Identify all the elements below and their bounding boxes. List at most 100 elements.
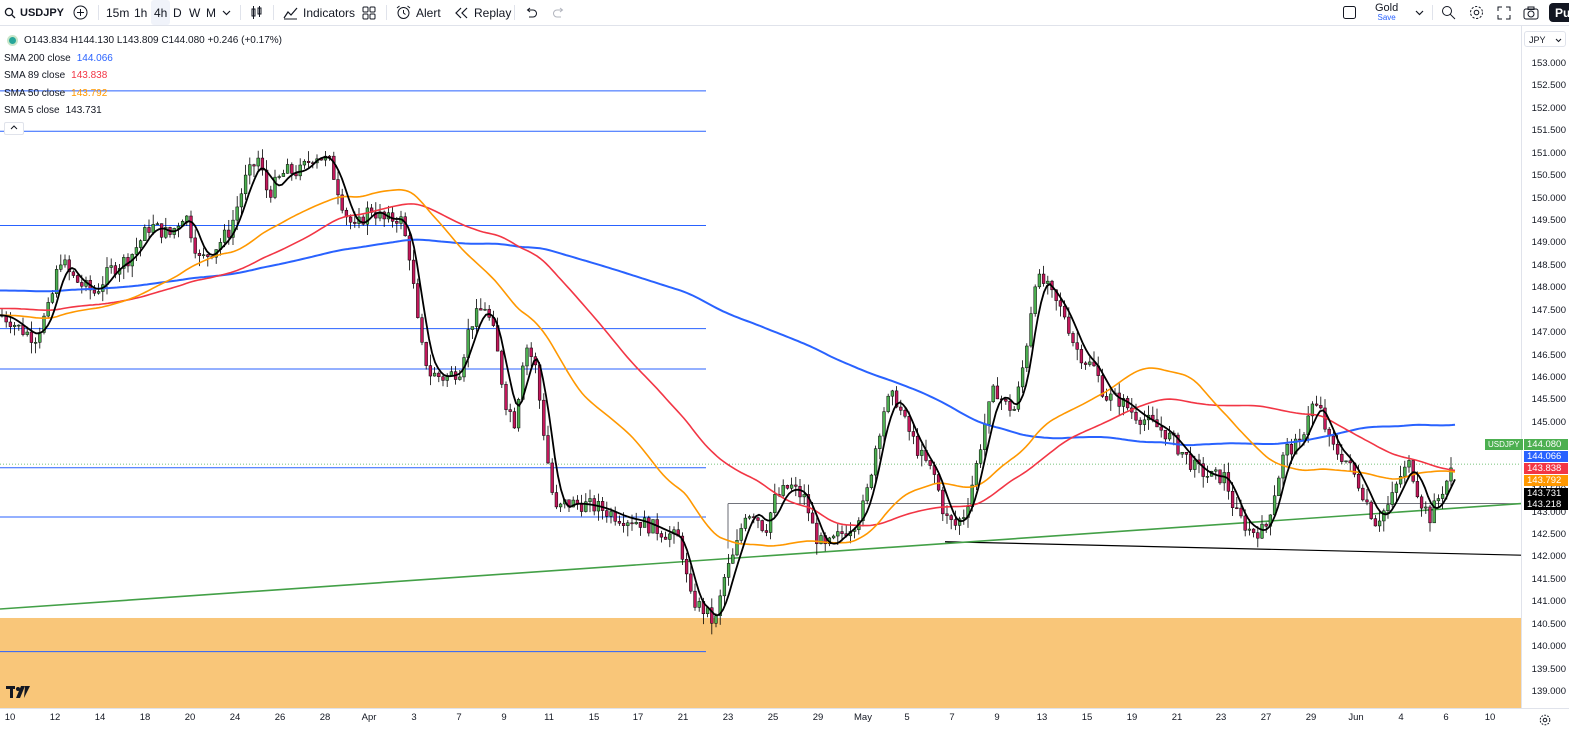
status-dot-icon [9,36,16,44]
candle-up [1403,466,1407,477]
quick-search-button[interactable] [1441,0,1456,25]
candle-down [4,315,8,323]
candle-up [474,308,479,327]
candle-up [920,449,924,456]
layout-toggle-button[interactable] [1342,0,1357,25]
candle-up [302,160,307,166]
templates-button[interactable] [362,0,376,25]
interval-label: 15m [106,5,130,20]
candle-up [222,229,227,243]
top-toolbar: USDJPY 15m 1h 4h D W M Indicators Alert … [0,0,1569,26]
time-tick-label: 26 [274,712,286,723]
layout-dropdown[interactable] [1415,0,1424,25]
price-tick-label: 143.000 [1531,506,1566,518]
candle-up [54,269,59,294]
candle-down [1075,342,1079,350]
candle-down [1134,411,1138,421]
magnifier-sparkle-icon [1442,6,1456,20]
candle-down [1369,501,1373,519]
candle-up [1394,483,1399,493]
candle-down [1163,429,1168,440]
candle-down [21,324,25,335]
candle-down [840,531,844,534]
candle-down [306,160,311,163]
candle-down [1256,532,1260,539]
snapshot-button[interactable] [1523,0,1539,25]
time-tick-label: 24 [229,712,241,723]
candle-up [1407,460,1411,468]
undo-button[interactable] [524,0,538,25]
time-tick-label: Apr [361,712,377,723]
candle-down [1298,438,1302,441]
candle-up [1260,523,1264,539]
indicator-name: SMA 89 close [4,70,66,81]
candle-down [647,517,651,534]
candle-up [1390,492,1394,505]
candle-down [340,194,344,211]
candle-down [546,435,550,464]
candle-up [516,399,521,429]
indicators-button[interactable]: Indicators [283,0,355,25]
candle-up [155,223,160,225]
interval-15m[interactable]: 15m [106,0,129,25]
interval-d[interactable]: D [173,0,182,25]
time-axis[interactable]: 10 12 14 18 20 24 26 28 Apr 3 7 9 11 15 17 21 23 25 29 May 5… [0,708,1569,731]
price-tick-label: 151.000 [1531,147,1566,159]
candle-up [12,324,17,327]
redo-button[interactable] [552,0,566,25]
currency-selector[interactable]: JPY [1524,31,1566,47]
replay-button[interactable]: Replay [455,0,511,25]
price-tag: 144.080 [1524,439,1568,450]
indicator-row-sma50[interactable]: SMA 50 close 143.792 [4,85,282,103]
candle-down [613,511,617,522]
square-icon [1343,6,1356,19]
candle-up [626,522,630,526]
candle-up [243,174,248,195]
settings-button[interactable] [1469,0,1484,25]
chart-pane[interactable] [0,26,1521,708]
publish-button[interactable]: Pu [1549,3,1569,22]
price-tag: 143.731 [1524,488,1568,499]
candle-down [785,485,790,489]
candle-up [1398,476,1403,485]
price-axis[interactable]: JPY 153.000 152.500 152.000 151.500 151.000 1… [1485,26,1569,708]
chart-type-button[interactable] [249,0,264,25]
interval-label: 1h [134,5,148,20]
interval-m[interactable]: M [206,0,216,25]
candle-up [726,563,731,578]
candle-up [1247,528,1252,531]
candle-up [1277,477,1281,497]
candle-up [185,215,189,222]
compare-button[interactable] [73,0,88,25]
candle-up [1205,476,1210,478]
symbol-search[interactable]: USDJPY [4,0,64,25]
indicator-row-sma200[interactable]: SMA 200 close 144.066 [4,50,282,68]
tradingview-logo-icon [6,686,30,698]
interval-4h[interactable]: 4h [151,0,171,25]
candle-down [395,221,399,224]
interval-w[interactable]: W [189,0,200,25]
candle-up [1382,510,1386,522]
price-tag: 143.218 [1524,499,1568,510]
candle-down [336,179,340,196]
indicator-row-sma89[interactable]: SMA 89 close 143.838 [4,67,282,85]
time-tick-label: 28 [319,712,331,723]
candle-down [907,416,911,432]
alert-button[interactable]: Alert [396,0,441,25]
candle-up [873,448,878,476]
indicator-row-sma5[interactable]: SMA 5 close 143.731 [4,102,282,120]
layout-save-button[interactable]: Gold Save [1375,0,1398,25]
interval-dropdown[interactable] [222,0,231,25]
interval-1h[interactable]: 1h [134,0,147,25]
candle-down [1239,507,1243,517]
candle-down [579,503,584,512]
candle-down [80,282,84,287]
candle-up [365,207,370,225]
axis-settings-gear-icon[interactable] [1539,714,1551,726]
time-tick-label: 9 [994,712,1000,723]
candle-up [138,240,143,248]
candle-down [1058,300,1063,307]
legend-collapse-button[interactable] [4,121,24,135]
fullscreen-button[interactable] [1497,0,1511,25]
candle-down [159,223,164,238]
